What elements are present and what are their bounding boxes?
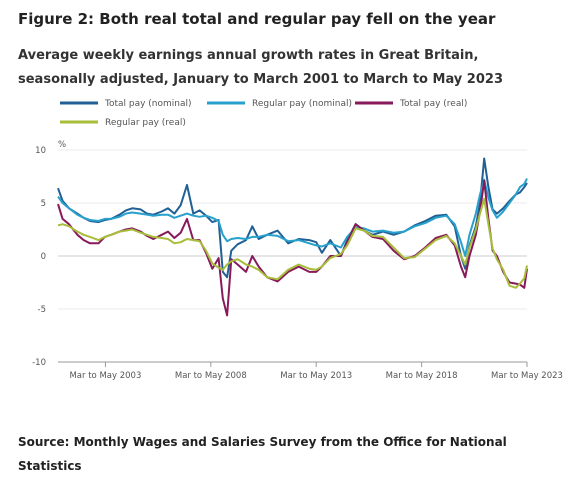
- figure-subtitle: Average weekly earnings annual growth ra…: [18, 48, 503, 87]
- line-chart: Total pay (nominal) Regular pay (nominal)…: [32, 99, 563, 381]
- y-tick-label: 5: [41, 199, 46, 209]
- x-tick-label: Mar to May 2008: [175, 371, 247, 381]
- figure-title: Figure 2: Both real total and regular pa…: [18, 10, 496, 28]
- y-tick-label: 0: [41, 252, 46, 262]
- series-lines: [57, 157, 528, 317]
- y-tick-label: -10: [32, 358, 46, 368]
- x-tick-label: Mar to May 2003: [69, 371, 141, 381]
- series-line-3: [57, 197, 528, 289]
- figure-source: Source: Monthly Wages and Salaries Surve…: [18, 435, 507, 473]
- y-tick-label: -5: [38, 305, 46, 315]
- legend: Total pay (nominal) Regular pay (nominal)…: [60, 99, 467, 128]
- series-line-0: [57, 157, 528, 279]
- series-line-1: [57, 178, 528, 257]
- y-axis-ticks: 10 5 0 -5 -10: [32, 146, 46, 368]
- legend-label: Regular pay (real): [105, 118, 186, 128]
- y-tick-label: 10: [35, 146, 46, 156]
- legend-label: Total pay (real): [399, 99, 467, 109]
- x-axis-ticks: Mar to May 2003 Mar to May 2008 Mar to May…: [58, 361, 563, 381]
- x-tick-label: Mar to May 2023: [491, 371, 563, 381]
- x-tick-label: Mar to May 2013: [280, 371, 352, 381]
- gridlines: [58, 149, 527, 363]
- x-tick-label: Mar to May 2018: [386, 371, 458, 381]
- legend-label: Total pay (nominal): [104, 99, 192, 109]
- legend-label: Regular pay (nominal): [252, 99, 352, 109]
- series-line-2: [57, 179, 528, 317]
- y-axis-unit-label: %: [58, 140, 66, 150]
